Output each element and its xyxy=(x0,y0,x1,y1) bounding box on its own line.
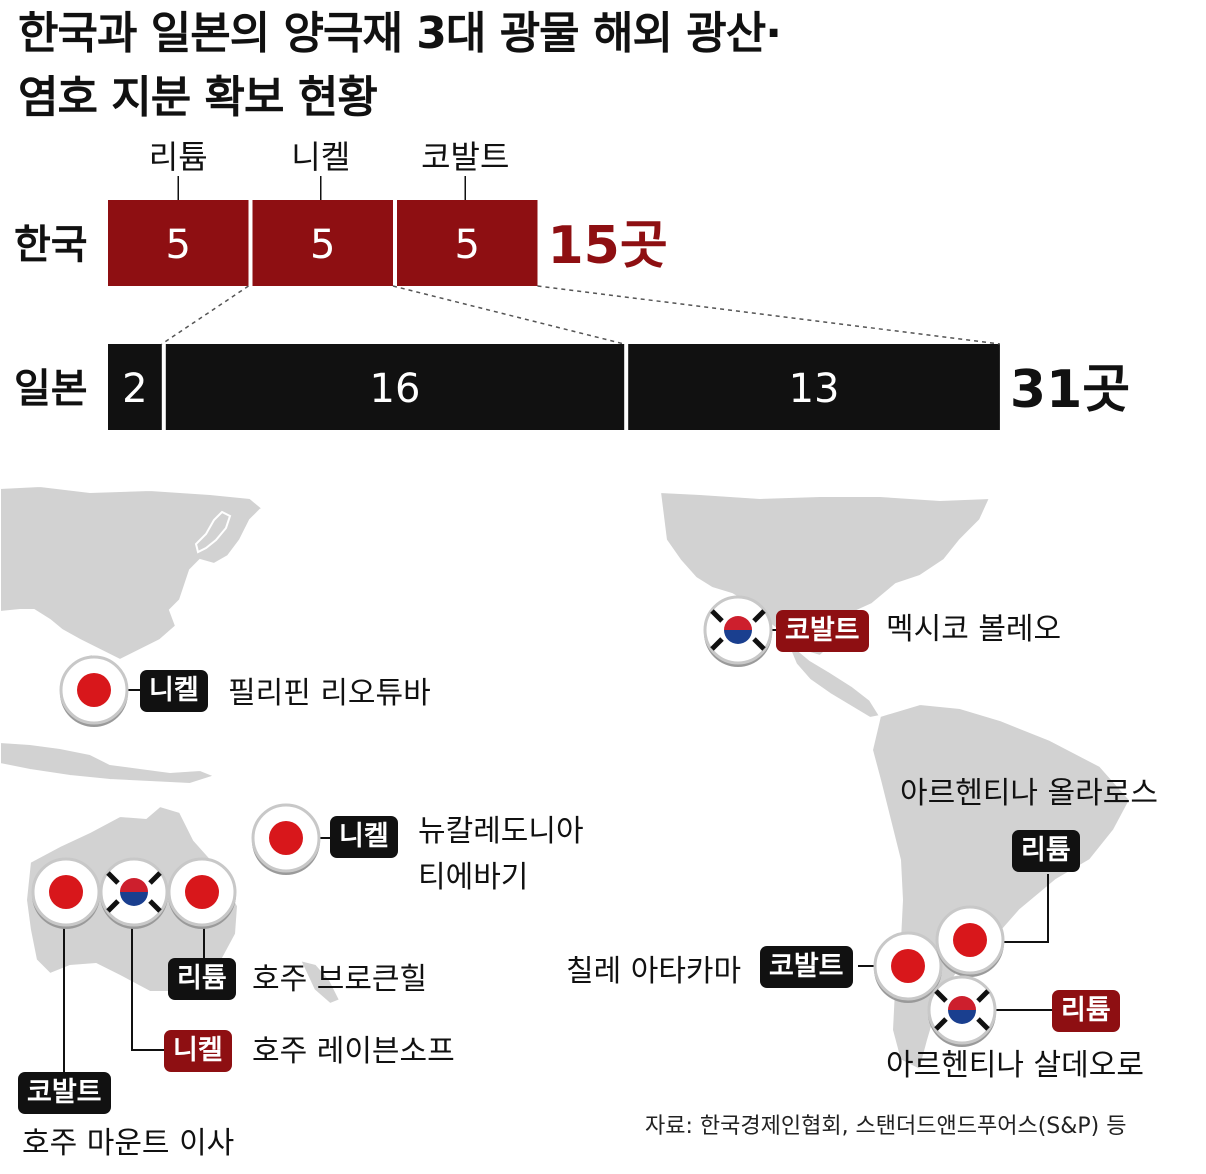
atacama-japan-flag-icon xyxy=(891,949,925,983)
category-label-1: 일본 xyxy=(14,366,88,412)
new-caledonia-label-line1: 뉴칼레도니아 xyxy=(418,814,584,849)
ravensthorpe-trigram-2 xyxy=(106,899,120,913)
olaroz-leader xyxy=(1004,874,1049,943)
ravensthorpe-label: 호주 레이븐소프 xyxy=(252,1034,455,1069)
ravensthorpe-flag-pin xyxy=(99,857,169,929)
salde-flag-pin xyxy=(927,975,997,1047)
bar-segment-1-1 xyxy=(165,344,625,430)
bar-value-1-1: 16 xyxy=(370,366,421,412)
bar-segment-0-1 xyxy=(252,200,393,286)
atacama-flag-pin xyxy=(873,931,943,1003)
mexico-taeguk-top xyxy=(724,616,752,630)
ravensthorpe-badge: 니켈 xyxy=(164,1030,232,1072)
category-label-0: 한국 xyxy=(14,222,88,268)
total-label-1: 31곳 xyxy=(1010,360,1130,420)
north-america-landmass xyxy=(658,490,992,658)
philippines-japan-flag-icon xyxy=(77,673,111,707)
central-america-landmass xyxy=(785,639,882,720)
title-line-1: 한국과 일본의 양극재 3대 광물 해외 광산· xyxy=(18,8,782,59)
flag-pins xyxy=(31,595,1005,1047)
salde-trigram-0 xyxy=(934,989,948,1003)
mexico-trigram-1 xyxy=(752,609,766,623)
new-caledonia-badge: 니켈 xyxy=(330,816,398,858)
mexico-label: 멕시코 볼레오 xyxy=(886,612,1062,647)
brokenhill-badge: 리튬 xyxy=(168,958,236,1000)
salde-trigram-1 xyxy=(976,989,990,1003)
olaroz-flag-pin xyxy=(935,905,1005,977)
mexico-taeguk-bottom xyxy=(724,630,752,644)
ravensthorpe-leader xyxy=(131,926,166,1051)
series-label-2: 코발트 xyxy=(421,138,509,176)
new-caledonia-japan-flag-icon xyxy=(269,821,303,855)
indonesia-landmass xyxy=(0,740,218,786)
brokenhill-flag-pin xyxy=(167,857,237,929)
mount-isa-japan-flag-icon xyxy=(49,875,83,909)
mount-isa-badge: 코발트 xyxy=(18,1072,111,1114)
mexico-trigram-0 xyxy=(710,609,724,623)
ravensthorpe-trigram-0 xyxy=(106,871,120,885)
bar-value-0-0: 5 xyxy=(166,222,191,268)
philippines-badge: 니켈 xyxy=(140,670,208,712)
salde-badge: 리튬 xyxy=(1052,990,1120,1032)
olaroz-label: 아르헨티나 올라로스 xyxy=(900,776,1158,811)
bar-segment-0-2 xyxy=(397,200,538,286)
mexico-trigram-2 xyxy=(710,637,724,651)
atacama-label: 칠레 아타카마 xyxy=(566,954,742,989)
bar-segment-1-0 xyxy=(108,344,162,430)
new-zealand-landmass xyxy=(298,958,342,1006)
connector-1 xyxy=(161,285,249,345)
ravensthorpe-trigram-1 xyxy=(148,871,162,885)
connector-3 xyxy=(537,285,1000,345)
bar-segment-1-2 xyxy=(628,344,1000,430)
salde-taeguk-top xyxy=(948,996,976,1010)
title-line-2: 염호 지분 확보 현황 xyxy=(18,72,378,123)
mount-isa-label: 호주 마운트 이사 xyxy=(22,1126,235,1161)
ravensthorpe-taeguk-bottom xyxy=(120,892,148,906)
bar-value-0-1: 5 xyxy=(310,222,335,268)
atacama-badge: 코발트 xyxy=(760,946,853,988)
new-caledonia-label-line2: 티에바기 xyxy=(418,860,529,895)
olaroz-badge: 리튬 xyxy=(1012,830,1080,872)
source-note: 자료: 한국경제인협회, 스탠더드앤드푸어스(S&P) 등 xyxy=(645,1114,1127,1139)
bar-segment-0-0 xyxy=(108,200,249,286)
series-label-1: 니켈 xyxy=(291,138,350,176)
asia-landmass xyxy=(0,484,264,662)
total-label-0: 15곳 xyxy=(548,216,668,276)
brokenhill-label: 호주 브로큰힐 xyxy=(252,962,428,997)
mexico-trigram-3 xyxy=(752,637,766,651)
salde-label: 아르헨티나 살데오로 xyxy=(886,1048,1144,1083)
new-caledonia-flag-pin xyxy=(251,803,321,875)
chart-title: 한국과 일본의 양극재 3대 광물 해외 광산· 염호 지분 확보 현황 xyxy=(18,2,1168,130)
philippines-flag-pin xyxy=(59,655,129,727)
japan-landmass xyxy=(194,510,232,554)
brokenhill-japan-flag-icon xyxy=(185,875,219,909)
bar-value-0-2: 5 xyxy=(455,222,480,268)
salde-trigram-3 xyxy=(976,1017,990,1031)
ravensthorpe-taeguk-top xyxy=(120,878,148,892)
olaroz-japan-flag-icon xyxy=(953,923,987,957)
mount-isa-flag-pin xyxy=(31,857,101,929)
salde-trigram-2 xyxy=(934,1017,948,1031)
philippines-label: 필리핀 리오튜바 xyxy=(228,676,431,711)
bar-value-1-0: 2 xyxy=(122,366,147,412)
series-label-0: 리튬 xyxy=(149,138,208,176)
bar-value-1-2: 13 xyxy=(789,366,840,412)
land-shapes xyxy=(0,484,1132,1072)
salde-taeguk-bottom xyxy=(948,1010,976,1024)
ravensthorpe-trigram-3 xyxy=(148,899,162,913)
mexico-flag-pin xyxy=(703,595,773,667)
mexico-badge: 코발트 xyxy=(776,610,869,652)
